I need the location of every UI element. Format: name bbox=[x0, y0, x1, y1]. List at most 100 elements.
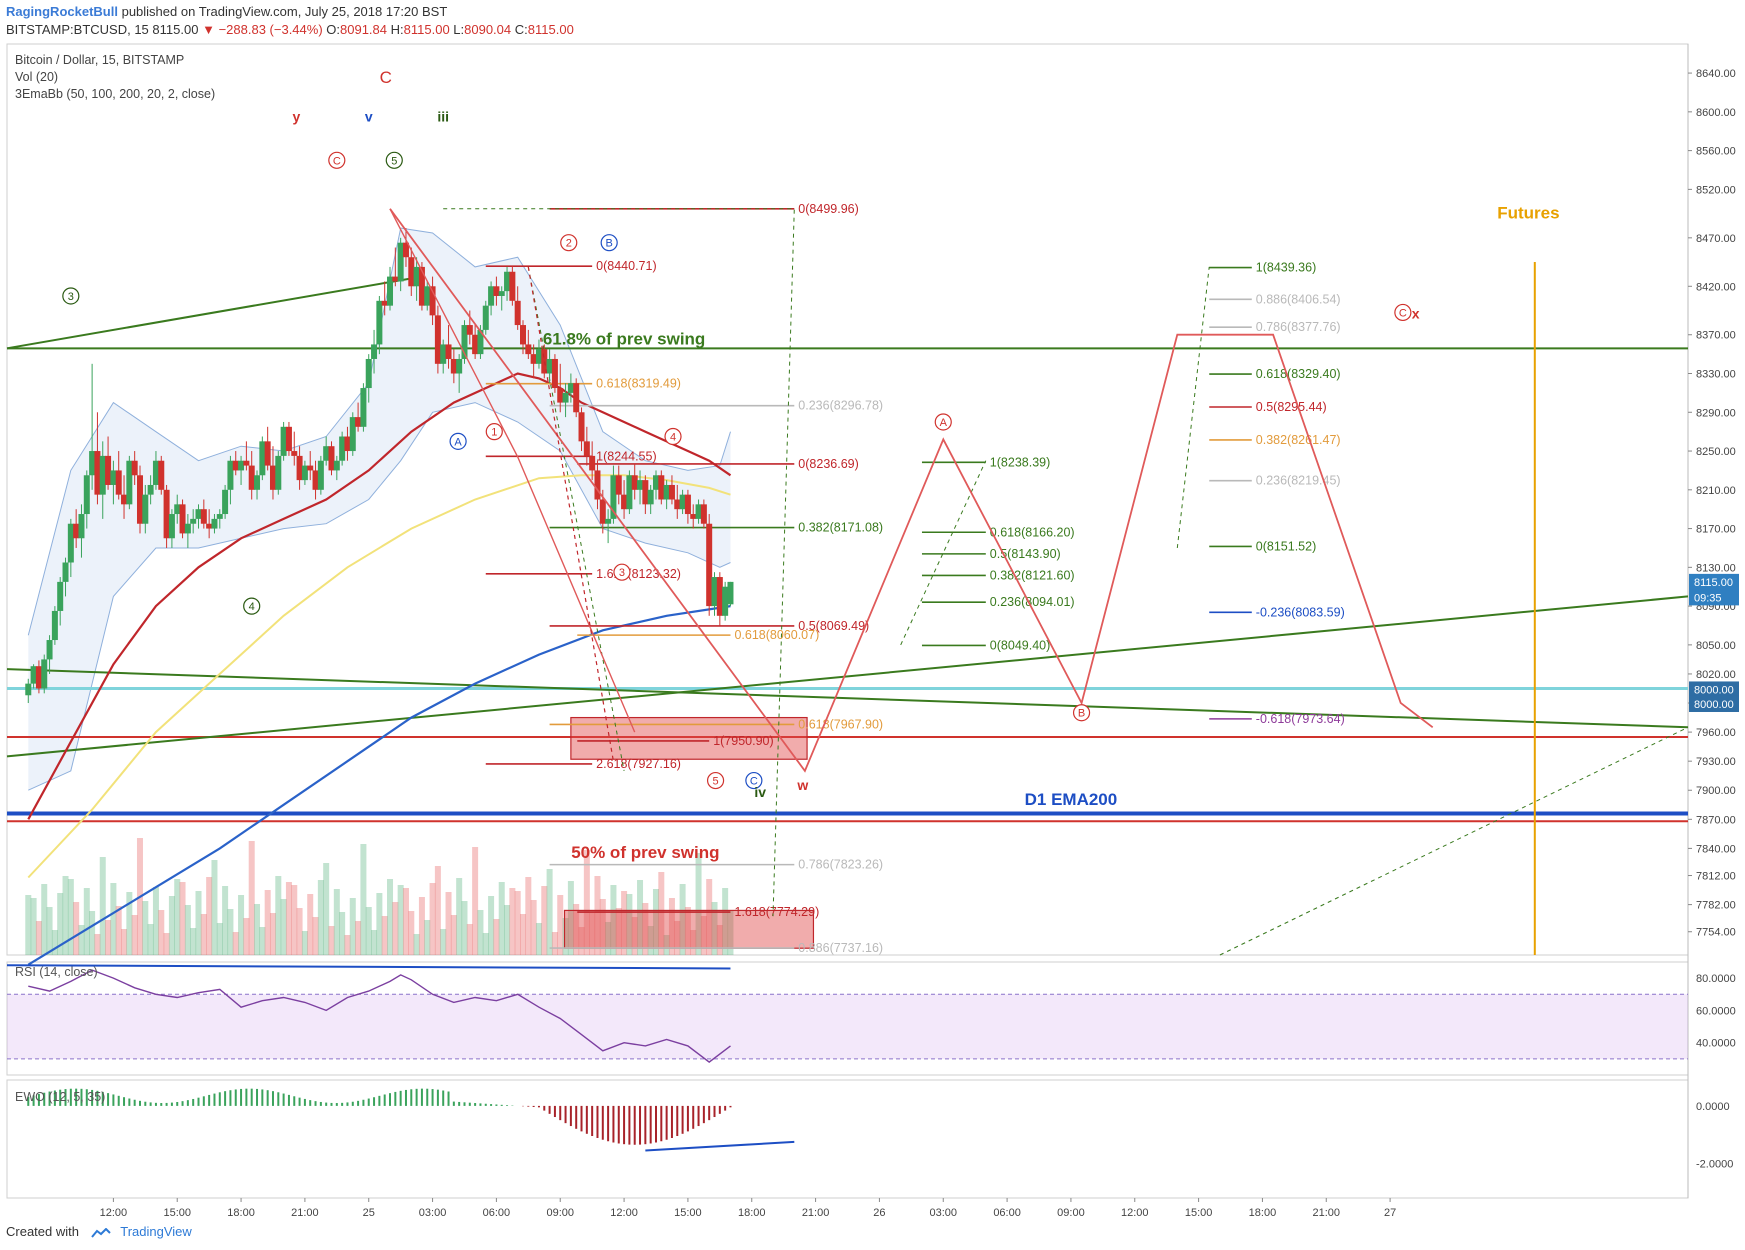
legend-ema[interactable]: 3EmaBb (50, 100, 200, 20, 2, close) bbox=[15, 87, 216, 101]
author-name[interactable]: RagingRocketBull bbox=[6, 4, 118, 19]
wave-circle bbox=[613, 563, 631, 581]
candle-body bbox=[105, 455, 112, 485]
price-label-box bbox=[1689, 681, 1739, 698]
time-tick-label: 18:00 bbox=[1249, 1207, 1277, 1219]
volume-bar bbox=[652, 889, 659, 955]
candle-body bbox=[642, 480, 649, 505]
volume-bar bbox=[392, 902, 399, 955]
axes: 8640.00 8600.00 8560.00 8520.00 8470.00 8420.… bbox=[100, 68, 1739, 1219]
volume-bar bbox=[184, 905, 191, 955]
candle-body bbox=[211, 518, 218, 529]
candle-body bbox=[679, 494, 686, 510]
wave-circle bbox=[934, 413, 952, 431]
volume-bar bbox=[610, 885, 617, 955]
fib-label: 0.886(8406.54) bbox=[1256, 292, 1341, 306]
candle-body bbox=[317, 460, 324, 490]
volume-bar bbox=[158, 910, 165, 955]
legend-volume[interactable]: Vol (20) bbox=[15, 70, 59, 84]
legend-rsi[interactable]: RSI (14, close) bbox=[15, 965, 98, 979]
candle-body bbox=[344, 436, 351, 452]
volume-bar bbox=[238, 895, 245, 955]
candle-body bbox=[264, 441, 271, 466]
candle-body bbox=[381, 300, 388, 306]
footer-brand[interactable]: TradingView bbox=[120, 1224, 192, 1239]
legend-title[interactable]: Bitcoin / Dollar, 15, BITSTAMP bbox=[15, 53, 185, 67]
wave-circle bbox=[560, 234, 578, 252]
price-label: 09:35 bbox=[1694, 592, 1722, 604]
price-tick-label: 8330.00 bbox=[1696, 369, 1736, 381]
time-tick-label: 03:00 bbox=[419, 1207, 447, 1219]
fib-label: 0.618(7967.90) bbox=[798, 717, 883, 731]
candle-body bbox=[25, 683, 32, 696]
candle-body bbox=[567, 383, 574, 393]
fib-label: 1(8238.39) bbox=[990, 455, 1050, 469]
volume-bar bbox=[706, 879, 713, 955]
candle-body bbox=[78, 514, 85, 539]
volume-bar bbox=[323, 863, 330, 955]
candle-body bbox=[615, 475, 622, 495]
candle-body bbox=[349, 417, 356, 452]
volume-bar bbox=[291, 885, 298, 955]
price-label-box bbox=[1689, 695, 1739, 712]
time-tick-label: 09:00 bbox=[1057, 1207, 1085, 1219]
fib-label: 0(8049.40) bbox=[990, 638, 1050, 652]
fib-label: 0(8440.71) bbox=[596, 259, 656, 273]
candle-body bbox=[663, 484, 670, 500]
volume-bar bbox=[589, 913, 596, 955]
fib-label: 0.236(8219.45) bbox=[1256, 474, 1341, 488]
volume-bar bbox=[344, 935, 351, 955]
volume-bar bbox=[397, 885, 404, 955]
candle-body bbox=[184, 523, 191, 534]
price-tick-label: 8470.00 bbox=[1696, 233, 1736, 245]
time-tick-label: 18:00 bbox=[738, 1207, 766, 1219]
volume-bar bbox=[482, 933, 489, 955]
legend-ewo[interactable]: EWO (12, 5, 35) bbox=[15, 1090, 106, 1104]
candle-body bbox=[546, 358, 553, 374]
candle-body bbox=[647, 489, 654, 505]
price-tick-label: 8290.00 bbox=[1696, 407, 1736, 419]
price-tick-label: 8170.00 bbox=[1696, 524, 1736, 536]
annotation: 61.8% of prev swing bbox=[543, 329, 706, 348]
candle-body bbox=[402, 242, 409, 258]
annotation: D1 EMA200 bbox=[1025, 790, 1118, 809]
price-label-box bbox=[1689, 589, 1739, 606]
volume-bar bbox=[269, 913, 276, 955]
volume-bar bbox=[99, 857, 106, 955]
volume-bar bbox=[376, 893, 383, 955]
wave-circle bbox=[243, 597, 261, 615]
volume-bar bbox=[174, 879, 181, 955]
rsi-trendline bbox=[6, 964, 731, 970]
volume-bar bbox=[413, 934, 420, 955]
candle-body bbox=[504, 271, 511, 292]
ewo-tick-label: -2.0000 bbox=[1696, 1158, 1733, 1170]
price-tick-label: 7900.00 bbox=[1696, 785, 1736, 797]
candle-body bbox=[716, 577, 723, 616]
time-tick-label: 21:00 bbox=[802, 1207, 830, 1219]
fib-label: 0.382(8171.08) bbox=[798, 521, 883, 535]
volume-bar bbox=[360, 844, 367, 955]
volume-bar bbox=[674, 921, 681, 955]
volume-bar bbox=[472, 847, 479, 955]
volume-bar bbox=[488, 896, 495, 955]
fib-label: 0.786(7823.26) bbox=[798, 858, 883, 872]
candle-body bbox=[658, 475, 665, 500]
candle-body bbox=[296, 455, 303, 481]
volume-bar bbox=[163, 933, 170, 955]
candle-body bbox=[488, 286, 495, 306]
candle-body bbox=[163, 489, 170, 539]
volume-bar bbox=[716, 925, 723, 955]
fib-label: 0.786(8377.76) bbox=[1256, 320, 1341, 334]
candle-body bbox=[652, 475, 659, 490]
target-zone-2 bbox=[563, 909, 815, 949]
volume-bar bbox=[567, 881, 574, 955]
volume-bar bbox=[456, 878, 463, 955]
volume-bar bbox=[41, 884, 48, 955]
candle-body bbox=[365, 358, 372, 389]
wave-label: A bbox=[940, 417, 948, 429]
bb-lower-line bbox=[28, 402, 731, 791]
wave-circle bbox=[706, 771, 725, 790]
ewo-pane bbox=[27, 1088, 795, 1152]
candle-body bbox=[216, 514, 223, 519]
volume-bar bbox=[573, 904, 580, 955]
